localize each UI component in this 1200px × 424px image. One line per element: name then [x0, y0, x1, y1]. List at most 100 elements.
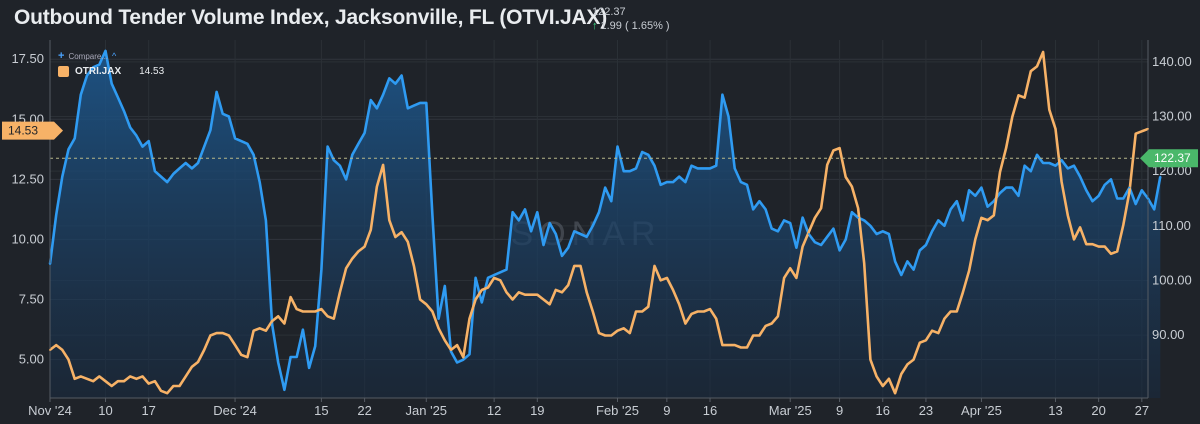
otri-point [937, 332, 940, 335]
otvi-point [1036, 153, 1038, 156]
otri-point [1103, 245, 1106, 248]
otri-point [326, 315, 329, 318]
otvi-point [949, 208, 952, 211]
legend-entry-otri[interactable]: OTRI.JAX 14.53 [58, 66, 164, 77]
otri-point [184, 375, 187, 378]
otri-point [178, 385, 181, 387]
otvi-point [591, 224, 594, 227]
otri-point [104, 380, 107, 383]
otvi-point [844, 238, 847, 241]
otvi-point [1159, 175, 1162, 178]
chevron-up-icon[interactable]: ^ [112, 51, 117, 61]
otvi-point [721, 93, 724, 96]
otri-point [363, 245, 366, 248]
otvi-point [684, 181, 687, 184]
compare-label[interactable]: Compare... [68, 51, 109, 61]
otri-point [678, 303, 681, 306]
otri-point [437, 327, 440, 330]
otri-point [511, 298, 514, 301]
otvi-point [962, 219, 964, 222]
otri-point [894, 392, 896, 395]
otvi-point [678, 175, 681, 178]
plus-icon[interactable]: + [58, 50, 65, 62]
otri-point [49, 349, 51, 351]
otri-point [320, 308, 323, 311]
otri-point [425, 303, 428, 306]
otri-point [912, 358, 915, 361]
otri-point [622, 327, 625, 330]
otri-point [524, 293, 526, 296]
otvi-point [369, 99, 372, 102]
otvi-point [1042, 162, 1045, 164]
otvi-point [1153, 208, 1156, 211]
left-tick-label: 10.00 [11, 231, 44, 246]
otri-point [1042, 51, 1045, 53]
otri-point [166, 392, 169, 395]
otvi-point [1103, 183, 1106, 186]
otri-point [739, 346, 742, 349]
otri-point [215, 332, 218, 335]
otvi-point [579, 233, 582, 235]
otri-point [480, 288, 483, 291]
otri-point [838, 147, 841, 150]
otri-point [92, 380, 95, 383]
otri-point [943, 317, 946, 320]
x-tick-label: 10 [98, 403, 112, 418]
otri-point [209, 334, 212, 337]
otvi-point [1116, 197, 1119, 200]
otvi-point [135, 134, 138, 137]
otri-point [517, 291, 520, 294]
otvi-point [702, 167, 705, 170]
otvi-point [869, 224, 872, 227]
otvi-point [912, 268, 915, 271]
otri-point [789, 267, 792, 270]
left-tick-label: 7.50 [19, 291, 44, 306]
otri-point [499, 279, 502, 282]
compare-control[interactable]: + Compare... ^ [58, 50, 164, 62]
otri-point [240, 353, 243, 356]
otri-point [493, 276, 496, 279]
otri-point [98, 375, 101, 378]
otri-point [931, 329, 934, 332]
otvi-point [925, 244, 927, 246]
otri-point [382, 164, 385, 166]
otri-point [554, 288, 557, 291]
left-tick-label: 17.50 [11, 51, 44, 66]
otvi-point [659, 183, 662, 186]
otri-point [702, 310, 705, 313]
otvi-point [820, 244, 822, 246]
otvi-point [573, 230, 576, 233]
left-value-tag: 14.53 [2, 121, 63, 140]
otri-point [116, 380, 119, 383]
otvi-point [1134, 203, 1137, 205]
otri-point [1060, 180, 1063, 183]
otri-point [659, 279, 662, 282]
otri-points [49, 51, 1149, 395]
otvi-point [197, 162, 199, 164]
otvi-point [184, 162, 187, 164]
otri-point [888, 377, 890, 380]
otvi-point [567, 246, 570, 249]
otvi-point [1079, 175, 1082, 178]
otvi-point [554, 233, 557, 235]
otvi-point [857, 216, 859, 219]
otvi-point [480, 301, 483, 304]
otvi-point [160, 175, 162, 178]
otri-point [548, 303, 551, 306]
otvi-point [234, 137, 236, 140]
otri-point [1005, 147, 1008, 150]
otvi-point [635, 167, 637, 170]
otvi-area [50, 50, 1161, 399]
otri-point [635, 310, 637, 313]
otvi-point [1140, 189, 1143, 192]
otri-point [86, 377, 88, 380]
otri-point [999, 171, 1001, 174]
otri-point [308, 310, 310, 313]
otri-point [55, 344, 58, 347]
otvi-point [783, 219, 785, 222]
otvi-point [357, 142, 360, 145]
x-tick-label: 22 [357, 403, 371, 418]
otvi-point [351, 153, 354, 156]
